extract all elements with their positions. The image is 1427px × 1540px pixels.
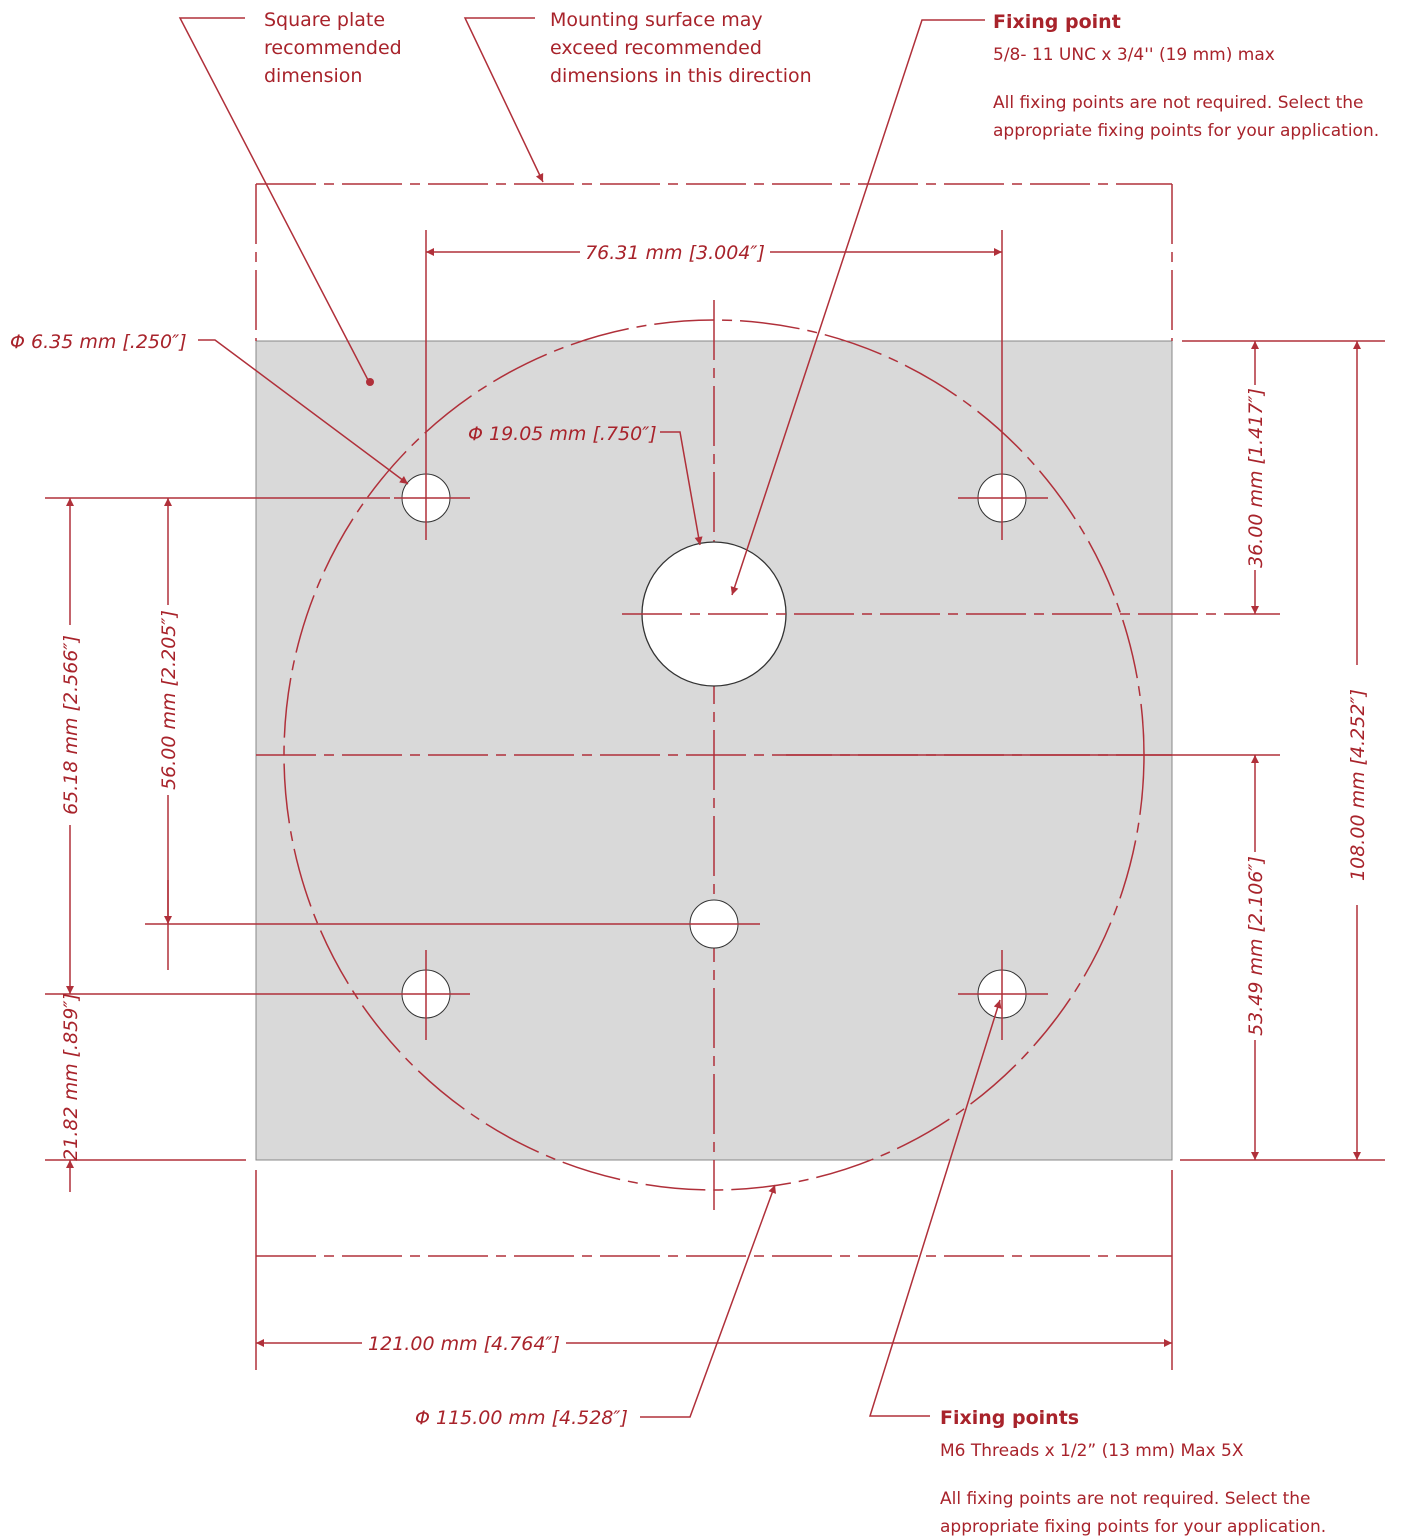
dimension-label: 53.49 mm [2.106″] [1245, 856, 1267, 1036]
dimension-label: Φ 6.35 mm [.250″] [10, 331, 187, 353]
note: appropriate fixing points for your appli… [940, 1517, 1326, 1537]
dimension-label: 65.18 mm [2.566″] [60, 635, 82, 815]
dimensions: 76.31 mm [3.004″] Φ 6.35 mm [.250″] Φ 19… [10, 242, 1369, 1429]
note: dimensions in this direction [550, 65, 812, 87]
note: Mounting surface may [550, 9, 763, 31]
note-title: Fixing point [993, 11, 1121, 33]
dimension-label: Φ 19.05 mm [.750″] [468, 423, 657, 445]
dimension-label: 21.82 mm [.859″] [60, 993, 82, 1161]
note: Square plate [264, 9, 385, 31]
dimension-label: 121.00 mm [4.764″] [368, 1333, 560, 1355]
leaders [178, 17, 1002, 1418]
note-title: Fixing points [940, 1407, 1079, 1429]
note: recommended [264, 37, 402, 59]
dimension-lines [66, 248, 1361, 1347]
dimension-label: 56.00 mm [2.205″] [158, 610, 180, 790]
note: M6 Threads x 1/2” (13 mm) Max 5X [940, 1441, 1244, 1461]
note: All fixing points are not required. Sele… [993, 93, 1363, 113]
note: appropriate fixing points for your appli… [993, 121, 1379, 141]
note: exceed recommended [550, 37, 762, 59]
note: All fixing points are not required. Sele… [940, 1489, 1310, 1509]
outlines [255, 183, 1173, 1370]
dimension-label: 108.00 mm [4.252″] [1347, 689, 1369, 881]
note: 5/8- 11 UNC x 3/4'' (19 mm) max [993, 45, 1275, 65]
dimension-label: 36.00 mm [1.417″] [1245, 388, 1267, 568]
dimension-label: Φ 115.00 mm [4.528″] [415, 1407, 628, 1429]
dimension-label: 76.31 mm [3.004″] [585, 242, 765, 264]
holes [45, 230, 1385, 1161]
note: dimension [264, 65, 362, 87]
callouts: Square plate recommended dimension Mount… [264, 9, 1379, 1537]
